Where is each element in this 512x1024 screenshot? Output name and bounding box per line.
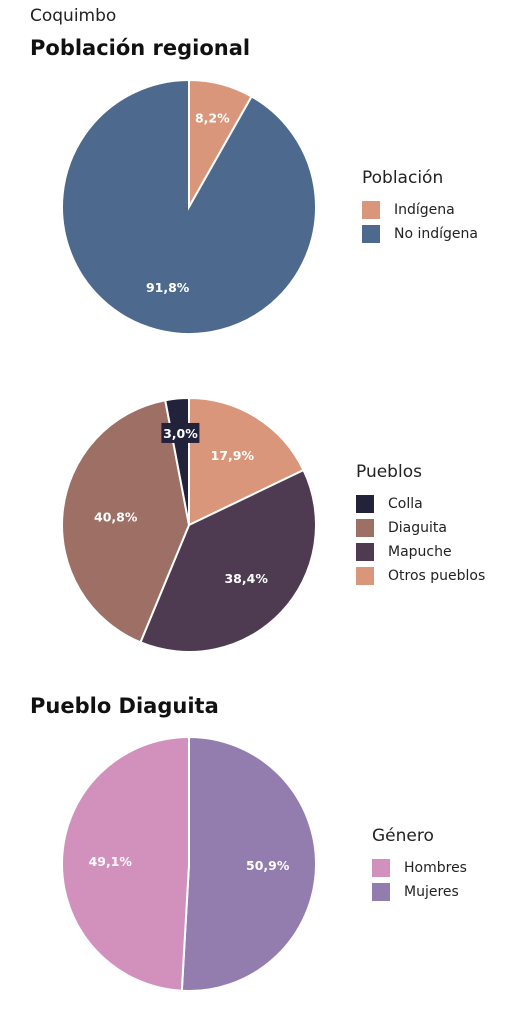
legend-item-diaguita: Diaguita <box>356 516 485 540</box>
legend-label-diaguita: Diaguita <box>388 520 447 536</box>
pie-slice-mapuche <box>139 468 317 653</box>
legend-swatch-mapuche <box>356 543 374 561</box>
legend-swatch-no-indigena <box>362 225 380 243</box>
data-label-hombres: 49,1% <box>89 854 133 869</box>
legend-item-hombres: Hombres <box>372 856 467 880</box>
legend-title-pueblos: Pueblos <box>356 462 422 482</box>
legend-swatch-colla <box>356 495 374 513</box>
data-label-colla: 3,0% <box>163 426 198 441</box>
legend-label-mapuche: Mapuche <box>388 544 452 560</box>
chart-title-poblacion-regional: Población regional <box>30 36 251 60</box>
pie-slice-hombres <box>61 735 190 992</box>
legend-poblacion: Población Indígena No indígena <box>362 168 478 246</box>
pie-slice-diaguita <box>61 399 191 644</box>
data-label-otros-pueblos: 17,9% <box>211 448 255 463</box>
chart-title-pueblo-diaguita: Pueblo Diaguita <box>30 694 219 718</box>
legend-item-mujeres: Mujeres <box>372 880 467 904</box>
legend-label-hombres: Hombres <box>404 860 467 876</box>
legend-swatch-indigena <box>362 201 380 219</box>
data-label-box-colla <box>161 422 200 443</box>
legend-swatch-diaguita <box>356 519 374 537</box>
data-label-indigena: 8,2% <box>195 111 230 126</box>
data-label-no-indigena: 91,8% <box>146 280 190 295</box>
legend-swatch-mujeres <box>372 883 390 901</box>
pie-slice-mujeres <box>180 735 317 992</box>
legend-item-otros-pueblos: Otros pueblos <box>356 564 485 588</box>
data-label-mapuche: 38,4% <box>224 571 268 586</box>
legend-genero: Género Hombres Mujeres <box>372 826 467 904</box>
legend-item-indigena: Indígena <box>362 198 478 222</box>
legend-label-indigena: Indígena <box>394 202 455 218</box>
legend-title-poblacion: Población <box>362 168 444 188</box>
region-label: Coquimbo <box>30 6 117 26</box>
legend-label-otros-pueblos: Otros pueblos <box>388 568 486 584</box>
data-label-mujeres: 50,9% <box>246 858 290 873</box>
data-label-diaguita: 40,8% <box>94 509 138 524</box>
legend-item-colla: Colla <box>356 492 485 516</box>
legend-item-mapuche: Mapuche <box>356 540 485 564</box>
legend-item-no-indigena: No indígena <box>362 222 478 246</box>
legend-label-no-indigena: No indígena <box>394 226 478 242</box>
legend-label-colla: Colla <box>388 496 423 512</box>
legend-swatch-hombres <box>372 859 390 877</box>
legend-pueblos: Pueblos Colla Diaguita Mapuche Otros pueblo… <box>356 462 485 588</box>
pie-slice-otros-pueblos <box>188 396 305 527</box>
legend-title-genero: Género <box>372 826 434 846</box>
legend-swatch-otros-pueblos <box>356 567 374 585</box>
pie-slice-no-indigena <box>61 78 317 335</box>
legend-label-mujeres: Mujeres <box>404 884 459 900</box>
